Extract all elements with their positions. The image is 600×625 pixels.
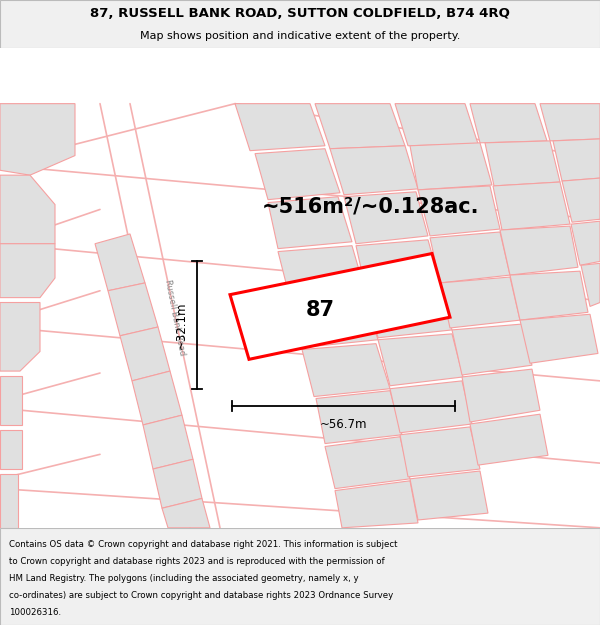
- Polygon shape: [162, 498, 210, 528]
- Polygon shape: [553, 139, 600, 181]
- Polygon shape: [368, 287, 452, 338]
- Polygon shape: [470, 414, 548, 465]
- Polygon shape: [390, 381, 472, 432]
- Polygon shape: [325, 437, 410, 489]
- Polygon shape: [268, 197, 352, 249]
- Polygon shape: [452, 324, 532, 375]
- Polygon shape: [356, 240, 440, 291]
- Polygon shape: [462, 369, 540, 422]
- Polygon shape: [132, 371, 182, 425]
- Polygon shape: [510, 271, 588, 320]
- Polygon shape: [95, 234, 145, 291]
- Polygon shape: [335, 481, 418, 528]
- Polygon shape: [0, 430, 22, 469]
- Polygon shape: [290, 294, 378, 348]
- Polygon shape: [0, 104, 75, 175]
- Text: ~32.1m: ~32.1m: [175, 301, 188, 349]
- Text: Contains OS data © Crown copyright and database right 2021. This information is : Contains OS data © Crown copyright and d…: [9, 540, 398, 549]
- Polygon shape: [400, 427, 480, 477]
- Polygon shape: [493, 182, 570, 230]
- Text: to Crown copyright and database rights 2023 and is reproduced with the permissio: to Crown copyright and database rights 2…: [9, 557, 385, 566]
- Polygon shape: [418, 186, 500, 236]
- Polygon shape: [581, 263, 600, 306]
- Polygon shape: [143, 415, 193, 469]
- Text: 87, RUSSELL BANK ROAD, SUTTON COLDFIELD, B74 4RQ: 87, RUSSELL BANK ROAD, SUTTON COLDFIELD,…: [90, 7, 510, 20]
- Polygon shape: [0, 474, 18, 528]
- Polygon shape: [410, 143, 492, 190]
- Text: Map shows position and indicative extent of the property.: Map shows position and indicative extent…: [140, 31, 460, 41]
- Polygon shape: [316, 391, 402, 444]
- Polygon shape: [278, 246, 365, 299]
- Text: HM Land Registry. The polygons (including the associated geometry, namely x, y: HM Land Registry. The polygons (includin…: [9, 574, 359, 582]
- Polygon shape: [0, 175, 55, 244]
- Text: co-ordinates) are subject to Crown copyright and database rights 2023 Ordnance S: co-ordinates) are subject to Crown copyr…: [9, 591, 393, 599]
- Polygon shape: [571, 221, 600, 265]
- Polygon shape: [470, 104, 547, 143]
- Polygon shape: [440, 277, 520, 328]
- Polygon shape: [344, 192, 428, 244]
- Text: 87: 87: [305, 301, 335, 321]
- Polygon shape: [485, 141, 560, 186]
- Polygon shape: [153, 459, 202, 508]
- Polygon shape: [330, 146, 418, 195]
- Text: Russell Bank Road: Russell Bank Road: [163, 278, 187, 356]
- Polygon shape: [395, 104, 478, 146]
- Polygon shape: [235, 104, 325, 151]
- Polygon shape: [255, 149, 340, 199]
- Polygon shape: [562, 178, 600, 222]
- Polygon shape: [302, 344, 390, 396]
- Polygon shape: [410, 471, 488, 520]
- Text: 100026316.: 100026316.: [9, 608, 61, 616]
- Polygon shape: [108, 283, 158, 336]
- Polygon shape: [120, 327, 170, 381]
- Polygon shape: [520, 314, 598, 363]
- Polygon shape: [230, 254, 450, 359]
- Polygon shape: [0, 302, 40, 371]
- Text: ~56.7m: ~56.7m: [320, 418, 367, 431]
- Polygon shape: [430, 232, 510, 283]
- Polygon shape: [315, 104, 405, 149]
- Polygon shape: [540, 104, 600, 141]
- Polygon shape: [378, 334, 463, 386]
- Polygon shape: [0, 244, 55, 298]
- Polygon shape: [0, 376, 22, 425]
- Polygon shape: [500, 226, 578, 275]
- Text: ~516m²/~0.128ac.: ~516m²/~0.128ac.: [261, 196, 479, 216]
